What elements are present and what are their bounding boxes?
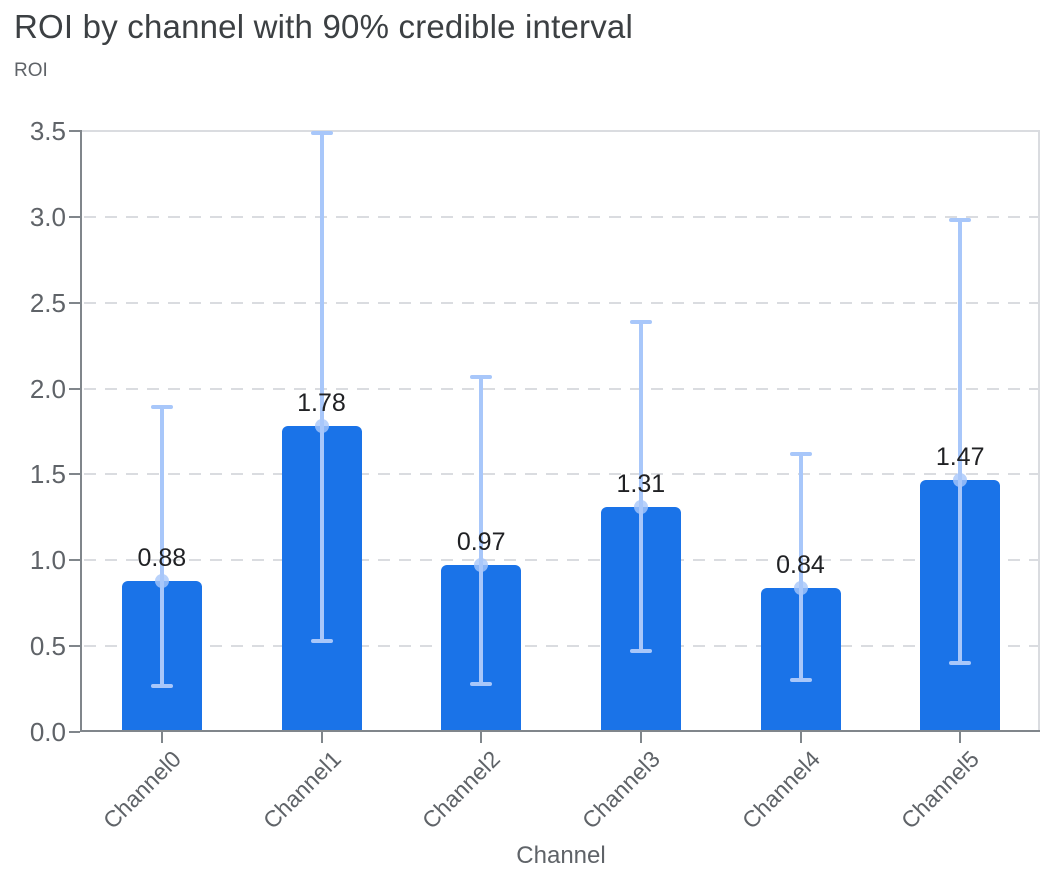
mean-marker (314, 419, 329, 434)
x-tick (799, 732, 802, 743)
gridline (84, 215, 1038, 218)
x-tick-label: Channel2 (417, 745, 506, 834)
error-bar-line (479, 376, 484, 684)
error-bar-line (958, 220, 963, 664)
y-axis-title: ROI (14, 60, 48, 81)
y-tick-label: 2.0 (29, 373, 66, 404)
y-tick-label: 1.5 (29, 459, 66, 490)
gridline (84, 645, 1038, 648)
y-tick (69, 731, 80, 733)
plot-top-border (82, 130, 1040, 132)
mean-marker (474, 558, 489, 573)
error-bar-line (798, 453, 803, 681)
y-tick-label: 0.5 (29, 631, 66, 662)
y-tick (69, 473, 80, 476)
error-bar-cap-top (470, 374, 493, 379)
error-bar-line (319, 132, 324, 641)
error-bar-line (638, 321, 643, 652)
error-bar-cap-bottom (150, 683, 173, 688)
error-bar-cap-top (629, 319, 652, 324)
x-tick (959, 732, 962, 743)
x-tick (639, 732, 642, 743)
x-axis-title: Channel (516, 842, 606, 869)
y-tick (69, 215, 80, 218)
gridline (84, 387, 1038, 390)
error-bar-cap-bottom (949, 661, 972, 666)
x-tick-label: Channel1 (257, 745, 346, 834)
y-axis-line (80, 130, 82, 732)
bar-value-label: 1.47 (935, 442, 985, 471)
bar-value-label: 0.84 (776, 550, 825, 579)
error-bar-cap-top (310, 130, 333, 135)
x-tick-label: Channel0 (97, 745, 186, 834)
error-bar-cap-bottom (789, 678, 812, 683)
bar-value-label: 0.97 (456, 528, 506, 557)
y-tick (69, 559, 80, 562)
bar-value-label: 1.78 (297, 389, 346, 418)
error-bar-cap-bottom (310, 638, 333, 643)
y-tick-label: 3.0 (29, 201, 66, 232)
x-tick (480, 732, 483, 743)
error-bar-cap-bottom (629, 649, 652, 654)
x-tick (160, 732, 163, 743)
gridline (84, 473, 1038, 476)
y-tick (69, 130, 80, 132)
y-tick (69, 301, 80, 304)
mean-marker (953, 472, 968, 487)
x-tick-label: Channel3 (576, 745, 665, 834)
gridline (84, 559, 1038, 562)
error-bar-cap-top (949, 218, 972, 223)
chart-title: ROI by channel with 90% credible interva… (14, 8, 634, 45)
y-tick-label: 2.5 (29, 287, 66, 318)
y-tick (69, 645, 80, 648)
plot-right-border (1038, 130, 1040, 732)
y-tick-label: 0.0 (29, 717, 66, 747)
error-bar-cap-top (789, 451, 812, 456)
mean-marker (633, 500, 648, 515)
x-tick-label: Channel4 (736, 745, 825, 834)
error-bar-cap-top (150, 405, 173, 410)
error-bar-line (159, 407, 164, 686)
bar-value-label: 1.31 (616, 470, 666, 499)
mean-marker (793, 580, 808, 595)
y-tick-label: 3.5 (29, 116, 66, 146)
y-tick (69, 387, 80, 390)
x-axis-line (80, 730, 1040, 732)
bar-value-label: 0.88 (137, 543, 187, 572)
mean-marker (154, 573, 169, 588)
x-tick-label: Channel5 (896, 745, 985, 834)
gridline (84, 301, 1038, 304)
y-tick-label: 1.0 (29, 545, 66, 576)
x-tick (320, 732, 323, 743)
error-bar-cap-bottom (470, 681, 493, 686)
